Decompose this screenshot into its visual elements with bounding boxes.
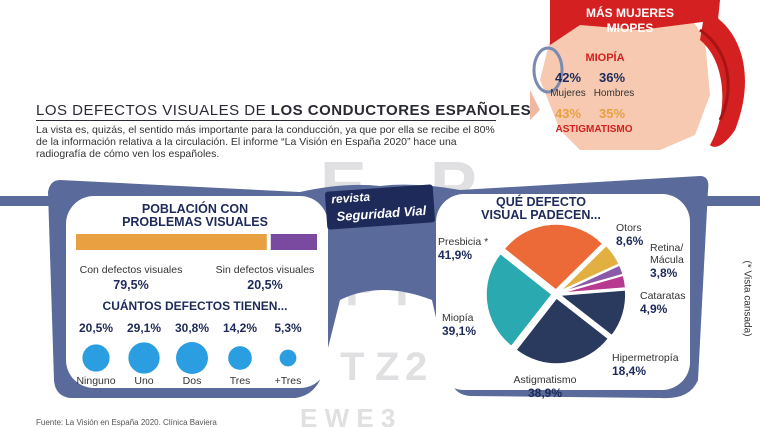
right-panel-header: QUÉ DEFECTO VISUAL PADECEN...	[476, 196, 606, 222]
cataratas-label: Cataratas	[640, 290, 686, 302]
defect-pie-chart	[485, 223, 627, 365]
presbicia-callout: Presbicia * 41,9%	[438, 236, 498, 262]
girl-title-line2: MIOPES	[606, 21, 654, 35]
revista-logo: revista Seguridad Vial	[324, 184, 436, 230]
vertical-note: (* Vista cansada)	[722, 260, 760, 400]
pie-slice	[559, 274, 627, 295]
count-value-label: 29,1%	[127, 321, 161, 335]
miopia-pie-value: 39,1%	[442, 324, 477, 338]
ast-hombres-value: 35%	[598, 106, 626, 121]
right-header-line1: QUÉ DEFECTO	[495, 195, 587, 209]
count-value-label: 14,2%	[223, 321, 257, 335]
population-bar-with-defects	[76, 234, 267, 250]
pie-slice	[557, 289, 627, 337]
count-category-label: Ninguno	[76, 375, 115, 387]
count-value-label: 20,5%	[79, 321, 113, 335]
defects-count-chart: 20,5% Ninguno 29,1% Uno 30,8% Dos 14,2% Tres 5,3…	[76, 321, 302, 387]
right-header-line2: VISUAL PADECEN...	[481, 208, 601, 222]
page-title: LOS DEFECTOS VISUALES DE LOS CONDUCTORES…	[36, 102, 531, 119]
pie-slice	[514, 296, 610, 365]
with-defects-label: Con defectos visuales	[79, 264, 183, 276]
count-bubble	[279, 349, 297, 367]
title-underline	[36, 120, 496, 121]
otors-callout: Otors 8,6%	[616, 222, 676, 248]
count-category-label: Uno	[134, 375, 153, 387]
girl-illustration	[530, 0, 745, 150]
pie-slice	[558, 244, 621, 293]
mujeres-label: Mujeres	[550, 88, 586, 99]
count-category-label: +Tres	[275, 375, 302, 387]
count-value-label: 30,8%	[175, 321, 209, 335]
miopia-callout: Miopía 39,1%	[442, 312, 492, 338]
count-bubble	[128, 342, 160, 374]
count-category-label: Tres	[230, 375, 251, 387]
count-bubble	[228, 346, 252, 370]
logo-line1: revista	[330, 189, 371, 207]
svg-text:E W E 3: E W E 3	[300, 403, 395, 427]
title-light: LOS DEFECTOS VISUALES DE	[36, 102, 271, 119]
retina-label: Retina/ Mácula	[650, 242, 684, 266]
cataratas-value: 4,9%	[640, 302, 668, 316]
miopia-hombres-value: 36%	[598, 70, 626, 85]
left-header-line1: POBLACIÓN CON	[141, 202, 249, 216]
retina-value: 3,8%	[650, 266, 678, 280]
presbicia-value: 41,9%	[438, 248, 473, 262]
otors-label: Otors	[616, 222, 642, 234]
left-panel-header: POBLACIÓN CON PROBLEMAS VISUALES	[110, 203, 280, 229]
miopia-mujeres-value: 42%	[554, 70, 582, 85]
intro-text: La vista es, quizás, el sentido más impo…	[36, 124, 495, 160]
girl-title-line1: MÁS MUJERES	[585, 6, 674, 20]
otors-value: 8,6%	[616, 234, 644, 248]
left-header-line2: PROBLEMAS VISUALES	[122, 215, 268, 229]
cataratas-callout: Cataratas 4,9%	[640, 290, 690, 316]
vertical-note-text: (* Vista cansada)	[741, 260, 753, 337]
title-bold: LOS CONDUCTORES ESPAÑOLES	[270, 102, 532, 119]
count-header: CUÁNTOS DEFECTOS TIENEN...	[102, 299, 288, 313]
ast-mujeres-value: 43%	[554, 106, 582, 121]
count-bubble	[82, 344, 110, 372]
pie-slice	[485, 252, 554, 348]
source-footer: Fuente: La Visión en España 2020. Clínic…	[36, 418, 217, 427]
without-defects-label: Sin defectos visuales	[215, 264, 315, 276]
svg-text:2: 2	[405, 345, 427, 389]
pie-slice	[503, 223, 604, 292]
astigmatismo-callout: Astigmatismo 38,9%	[500, 374, 590, 400]
astigmatismo-label: Astigmatismo	[513, 374, 577, 386]
retina-callout: Retina/ Mácula 3,8%	[650, 242, 692, 280]
astigmatismo-label: ASTIGMATISMO	[555, 124, 633, 135]
count-category-label: Dos	[183, 375, 202, 387]
hipermetropia-callout: Hipermetropía 18,4%	[612, 352, 692, 378]
without-defects-value: 20,5%	[247, 278, 283, 292]
population-bar-chart	[76, 234, 317, 250]
svg-text:Z: Z	[375, 345, 399, 389]
miopia-label: MIOPÍA	[585, 52, 625, 64]
hombres-label: Hombres	[593, 88, 635, 99]
hipermetropia-label: Hipermetropía	[612, 352, 679, 364]
count-value-label: 5,3%	[274, 321, 302, 335]
with-defects-value: 79,5%	[113, 278, 149, 292]
astigmatismo-value: 38,9%	[527, 386, 563, 400]
logo-line2: Seguridad Vial	[336, 202, 427, 225]
count-bubble	[176, 342, 208, 374]
population-bar-without-defects	[270, 234, 317, 250]
miopia-pie-label: Miopía	[442, 312, 474, 324]
presbicia-label: Presbicia *	[438, 236, 489, 248]
hipermetropia-value: 18,4%	[612, 364, 647, 378]
svg-text:T: T	[340, 345, 364, 389]
